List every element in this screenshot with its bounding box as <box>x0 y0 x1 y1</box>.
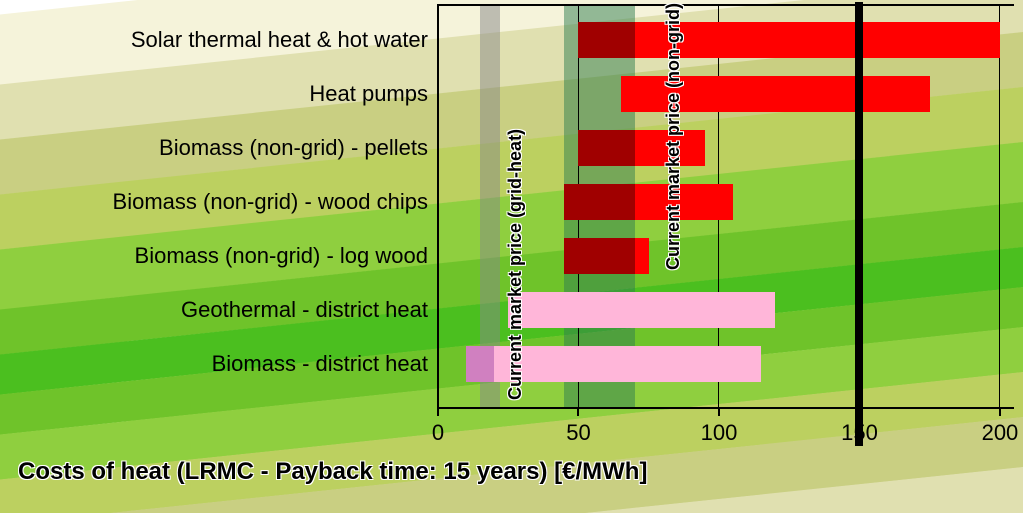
gridline <box>999 4 1000 408</box>
bar-main-segment <box>635 238 649 274</box>
x-tick-label: 100 <box>701 420 738 446</box>
x-tick <box>577 408 579 416</box>
x-tick-label: 150 <box>841 420 878 446</box>
bar-low-segment <box>578 22 634 58</box>
bar-main-segment <box>494 346 761 382</box>
category-label: Heat pumps <box>309 81 428 107</box>
category-label: Biomass (non-grid) - wood chips <box>113 189 428 215</box>
bar-low-segment <box>564 238 634 274</box>
x-tick <box>437 408 439 416</box>
x-tick <box>999 408 1001 416</box>
bar-low-segment <box>578 130 634 166</box>
category-label: Geothermal - district heat <box>181 297 428 323</box>
reference-line <box>855 2 863 446</box>
category-label: Biomass (non-grid) - log wood <box>135 243 428 269</box>
reference-band-label: Current market price (non-grid) <box>663 3 684 270</box>
x-tick-label: 200 <box>982 420 1019 446</box>
x-axis-title: Costs of heat (LRMC - Payback time: 15 y… <box>18 458 647 486</box>
x-tick-label: 0 <box>432 420 444 446</box>
bar-low-segment <box>564 184 634 220</box>
category-label: Biomass (non-grid) - pellets <box>159 135 428 161</box>
category-label: Solar thermal heat & hot water <box>131 27 428 53</box>
category-label: Biomass - district heat <box>212 351 428 377</box>
y-axis-line <box>437 4 439 408</box>
x-axis-line <box>438 407 1014 409</box>
top-axis-line <box>438 4 1014 6</box>
x-tick-label: 50 <box>566 420 590 446</box>
bar-low-segment <box>466 346 494 382</box>
reference-band-label: Current market price (grid-heat) <box>505 129 526 400</box>
x-tick <box>858 408 860 416</box>
x-tick <box>718 408 720 416</box>
bar-main-segment <box>635 22 1000 58</box>
bar-main-segment <box>508 292 775 328</box>
